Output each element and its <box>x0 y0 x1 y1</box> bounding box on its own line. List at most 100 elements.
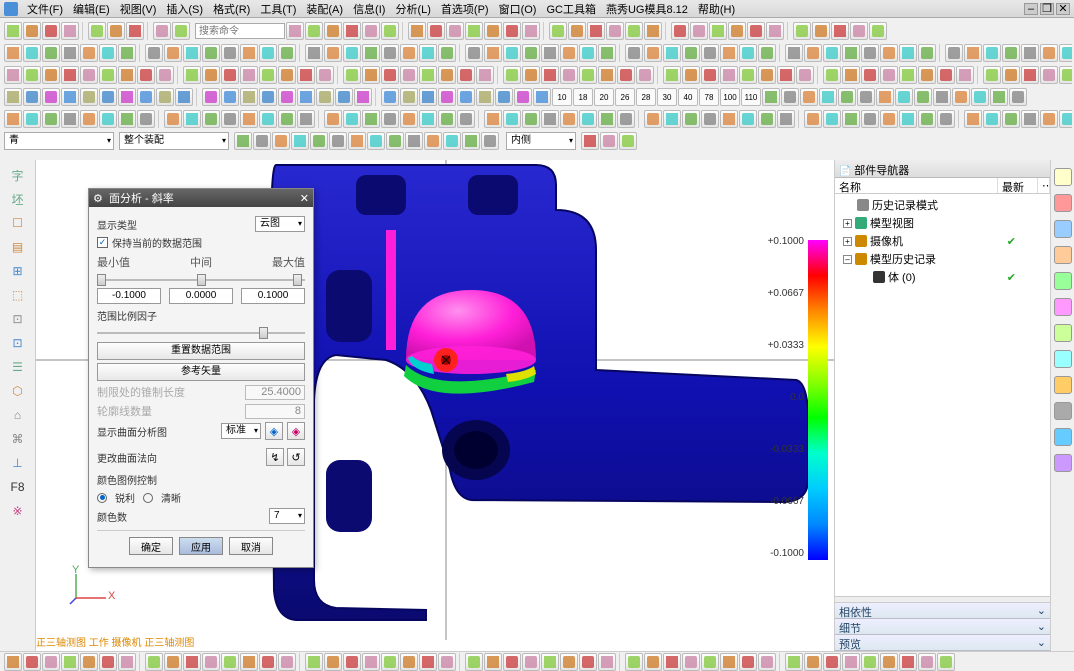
toolbar-button[interactable] <box>739 653 757 671</box>
toolbar-button[interactable] <box>240 66 258 84</box>
toolbar-button[interactable] <box>587 22 605 40</box>
toolbar-button[interactable] <box>427 22 445 40</box>
toolbar-button[interactable] <box>541 66 559 84</box>
toolbar-button[interactable] <box>438 110 456 128</box>
toolbar-button[interactable] <box>240 44 258 62</box>
toolbar-button[interactable] <box>362 66 380 84</box>
apply-button[interactable]: 应用 <box>179 537 223 555</box>
smooth-radio[interactable] <box>143 493 153 503</box>
toolbar-button[interactable] <box>644 653 662 671</box>
toolbar-button[interactable] <box>503 22 521 40</box>
toolbar-button[interactable] <box>99 66 117 84</box>
toolbar-button[interactable] <box>1021 66 1039 84</box>
toolbar-button[interactable] <box>937 66 955 84</box>
toolbar-button[interactable] <box>465 22 483 40</box>
toolbar-button[interactable] <box>484 44 502 62</box>
toolbar-button[interactable] <box>720 110 738 128</box>
toolbar-button[interactable] <box>581 132 599 150</box>
toolbar-button[interactable] <box>343 44 361 62</box>
filter-dd-1[interactable]: 青 <box>4 132 114 150</box>
toolbar-button[interactable] <box>324 653 342 671</box>
toolbar-button[interactable] <box>118 44 136 62</box>
toolbar-button[interactable] <box>625 653 643 671</box>
toolbar-button[interactable] <box>419 88 437 106</box>
section-preview[interactable]: 预览⌄ <box>835 635 1050 651</box>
toolbar-button[interactable] <box>625 44 643 62</box>
window-minimize[interactable]: – <box>1024 3 1038 15</box>
toolbar-button[interactable] <box>99 44 117 62</box>
left-tool-button[interactable]: ⬡ <box>8 382 28 400</box>
toolbar-button[interactable] <box>259 66 277 84</box>
left-tool-button[interactable]: ⌘ <box>8 430 28 448</box>
menu-tools[interactable]: 工具(T) <box>255 1 301 17</box>
toolbar-button[interactable] <box>386 132 404 150</box>
toolbar-button[interactable] <box>405 132 423 150</box>
toolbar-button[interactable] <box>324 110 342 128</box>
toolbar-button[interactable] <box>183 44 201 62</box>
toolbar-button[interactable] <box>899 110 917 128</box>
menu-window[interactable]: 窗口(O) <box>494 1 542 17</box>
toolbar-button[interactable] <box>956 66 974 84</box>
size-button[interactable]: 78 <box>699 88 719 106</box>
toolbar-button[interactable] <box>259 653 277 671</box>
toolbar-button[interactable] <box>362 22 380 40</box>
left-tool-button[interactable]: ☐ <box>8 214 28 232</box>
toolbar-button[interactable] <box>297 110 315 128</box>
toolbar-button[interactable] <box>777 110 795 128</box>
toolbar-button[interactable] <box>4 22 22 40</box>
toolbar-button[interactable] <box>23 110 41 128</box>
toolbar-button[interactable] <box>777 66 795 84</box>
toolbar-button[interactable] <box>202 653 220 671</box>
toolbar-button[interactable] <box>42 66 60 84</box>
right-tool-button[interactable] <box>1054 376 1072 394</box>
toolbar-button[interactable] <box>560 66 578 84</box>
toolbar-button[interactable] <box>560 110 578 128</box>
tree-item[interactable]: 历史记录模式 <box>837 196 1048 214</box>
toolbar-button[interactable] <box>728 22 746 40</box>
menu-format[interactable]: 格式(R) <box>208 1 255 17</box>
toolbar-button[interactable] <box>362 110 380 128</box>
toolbar-button[interactable] <box>221 66 239 84</box>
toolbar-button[interactable] <box>118 110 136 128</box>
toolbar-button[interactable] <box>324 22 342 40</box>
toolbar-button[interactable] <box>964 44 982 62</box>
toolbar-button[interactable] <box>720 653 738 671</box>
toolbar-button[interactable] <box>1040 66 1058 84</box>
toolbar-button[interactable] <box>329 132 347 150</box>
left-tool-button[interactable]: ⊥ <box>8 454 28 472</box>
toolbar-button[interactable] <box>484 22 502 40</box>
toolbar-button[interactable] <box>857 88 875 106</box>
toolbar-button[interactable] <box>625 22 643 40</box>
keep-range-checkbox[interactable]: ✓ <box>97 237 108 248</box>
left-tool-button[interactable]: ⊡ <box>8 310 28 328</box>
toolbar-button[interactable] <box>758 44 776 62</box>
toolbar-button[interactable] <box>137 66 155 84</box>
toolbar-button[interactable] <box>617 110 635 128</box>
toolbar-button[interactable] <box>918 110 936 128</box>
toolbar-button[interactable] <box>465 44 483 62</box>
toolbar-button[interactable] <box>800 88 818 106</box>
toolbar-button[interactable] <box>850 22 868 40</box>
toolbar-button[interactable] <box>362 653 380 671</box>
toolbar-button[interactable] <box>4 66 22 84</box>
toolbar-button[interactable] <box>457 66 475 84</box>
toolbar-button[interactable] <box>400 66 418 84</box>
toolbar-button[interactable] <box>823 110 841 128</box>
toolbar-button[interactable] <box>88 22 106 40</box>
toolbar-button[interactable] <box>918 66 936 84</box>
toolbar-button[interactable] <box>933 88 951 106</box>
toolbar-button[interactable] <box>823 653 841 671</box>
toolbar-button[interactable] <box>690 22 708 40</box>
toolbar-button[interactable] <box>636 66 654 84</box>
toolbar-button[interactable] <box>682 110 700 128</box>
toolbar-button[interactable] <box>861 44 879 62</box>
toolbar-button[interactable] <box>971 88 989 106</box>
left-tool-button[interactable]: ⬚ <box>8 286 28 304</box>
left-tool-button[interactable]: ▤ <box>8 238 28 256</box>
left-tool-button[interactable]: 坯 <box>8 190 28 208</box>
right-tool-button[interactable] <box>1054 168 1072 186</box>
toolbar-button[interactable] <box>343 22 361 40</box>
toolbar-button[interactable] <box>522 110 540 128</box>
toolbar-button[interactable] <box>600 132 618 150</box>
right-tool-button[interactable] <box>1054 298 1072 316</box>
